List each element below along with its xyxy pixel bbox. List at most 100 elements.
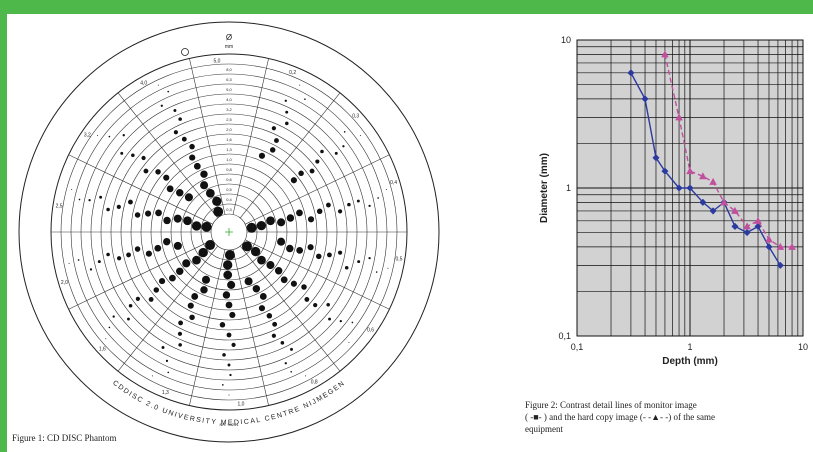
phantom-disc [163, 174, 170, 181]
series-1-point [661, 167, 669, 175]
phantom-diameter-label: 0,5 [226, 187, 232, 192]
phantom-disc [272, 321, 278, 327]
phantom-thickness-label: 0,8 [311, 379, 318, 385]
phantom-thickness-label: 0,2 [289, 70, 296, 76]
series-1-point [743, 229, 751, 237]
phantom-disc [191, 221, 202, 231]
phantom-disc [166, 185, 174, 193]
phantom-diameter-label: 6,3 [226, 77, 232, 82]
phantom-disc [155, 209, 162, 217]
phantom-disc [77, 259, 80, 261]
phantom-disc [337, 250, 343, 255]
phantom-disc [307, 244, 314, 251]
phantom-disc [326, 252, 332, 258]
phantom-disc [377, 197, 379, 199]
phantom-disc [286, 244, 294, 253]
phantom-diameter-label: 5,0 [226, 87, 232, 92]
phantom-disc [178, 117, 182, 121]
phantom-disc [244, 277, 253, 286]
phantom-disc [145, 210, 152, 217]
phantom-disc [348, 341, 350, 343]
phantom-disc [173, 109, 177, 112]
figure2-caption-line2: ( -■- ) and the hard copy image (- -▲- -… [525, 412, 716, 422]
phantom-disc [200, 170, 208, 178]
y-axis-label: Diameter (mm) [539, 153, 550, 223]
phantom-disc [296, 246, 304, 254]
phantom-disc [222, 291, 231, 299]
phantom-disc [304, 98, 306, 100]
phantom-thickness-label: 1,3 [162, 390, 169, 396]
phantom-disc [241, 241, 252, 252]
phantom-disc [229, 311, 236, 319]
phantom-disc [145, 250, 152, 257]
phantom-disc [316, 253, 322, 260]
phantom-disc [286, 214, 295, 222]
series-2-point [699, 172, 707, 180]
phantom-disc [184, 193, 193, 202]
phantom-disc [157, 84, 159, 86]
phantom-disc [173, 130, 179, 135]
phantom-disc [368, 257, 371, 260]
phantom-disc [97, 260, 101, 264]
phantom-disc [205, 240, 216, 251]
phantom-disc [105, 338, 107, 340]
phantom-disc [342, 145, 345, 148]
phantom-disc [135, 296, 140, 301]
phantom-disc [266, 261, 275, 270]
phantom-disc [187, 302, 194, 309]
phantom-disc [231, 342, 236, 348]
phantom-disc [328, 317, 332, 321]
series-2-point [675, 113, 683, 121]
phantom-disc [116, 256, 122, 261]
phantom-disc [128, 303, 133, 308]
phantom-spoke [189, 58, 226, 215]
phantom-disc [222, 384, 224, 386]
phantom-disc [78, 198, 81, 201]
phantom-disc [143, 168, 149, 174]
phantom-spoke [117, 245, 219, 372]
phantom-disc [307, 216, 315, 223]
phantom-diameter-label: 0,3 [226, 207, 232, 212]
phantom-spoke [117, 92, 219, 219]
phantom-disc [160, 104, 163, 107]
phantom-disc [163, 216, 171, 225]
phantom-disc [320, 149, 324, 154]
contrast-detail-chart: 0,1 1 10 0,1 1 10 Depth (mm) Diameter (mm) [539, 35, 808, 367]
figure2-caption: Figure 2: Contrast detail lines of monit… [525, 399, 813, 435]
series-2-point [743, 222, 751, 230]
phantom-disc [356, 199, 360, 203]
series-2-point [731, 206, 739, 214]
figure2-caption-line3: equipment [525, 424, 563, 434]
phantom-disc [68, 262, 70, 264]
phantom-disc [222, 353, 226, 357]
phantom-disc [228, 394, 230, 396]
series-2-point [686, 167, 694, 175]
series-1-point [699, 198, 707, 206]
phantom-spoke [245, 239, 390, 310]
phantom-disc [334, 151, 338, 155]
phantom-disc [301, 284, 307, 290]
phantom-disc [375, 271, 378, 273]
phantom-disc [224, 249, 235, 260]
phantom-disc [181, 136, 187, 142]
phantom-disc [108, 135, 111, 138]
x-tick-label: 10 [798, 342, 808, 352]
phantom-disc [89, 268, 93, 271]
phantom-disc [158, 278, 166, 285]
phantom-disc [201, 275, 211, 284]
phantom-disc [258, 305, 266, 312]
phantom-diameter-label: 0,4 [226, 197, 232, 202]
phantom-thickness-label: 5,0 [214, 58, 221, 64]
phantom-thickness-label: 0,4 [390, 180, 397, 186]
phantom-disc [116, 204, 121, 209]
y-tick-label: 0,1 [558, 331, 571, 341]
phantom-disc [182, 259, 191, 268]
phantom-disc [176, 189, 184, 197]
phantom-disc [112, 315, 115, 318]
phantom-disc [178, 320, 184, 326]
phantom-disc [227, 363, 231, 367]
phantom-disc [131, 153, 135, 158]
series-2-point [754, 216, 762, 224]
phantom-disc [285, 121, 289, 126]
phantom-diameter-label: 3,2 [226, 107, 232, 112]
